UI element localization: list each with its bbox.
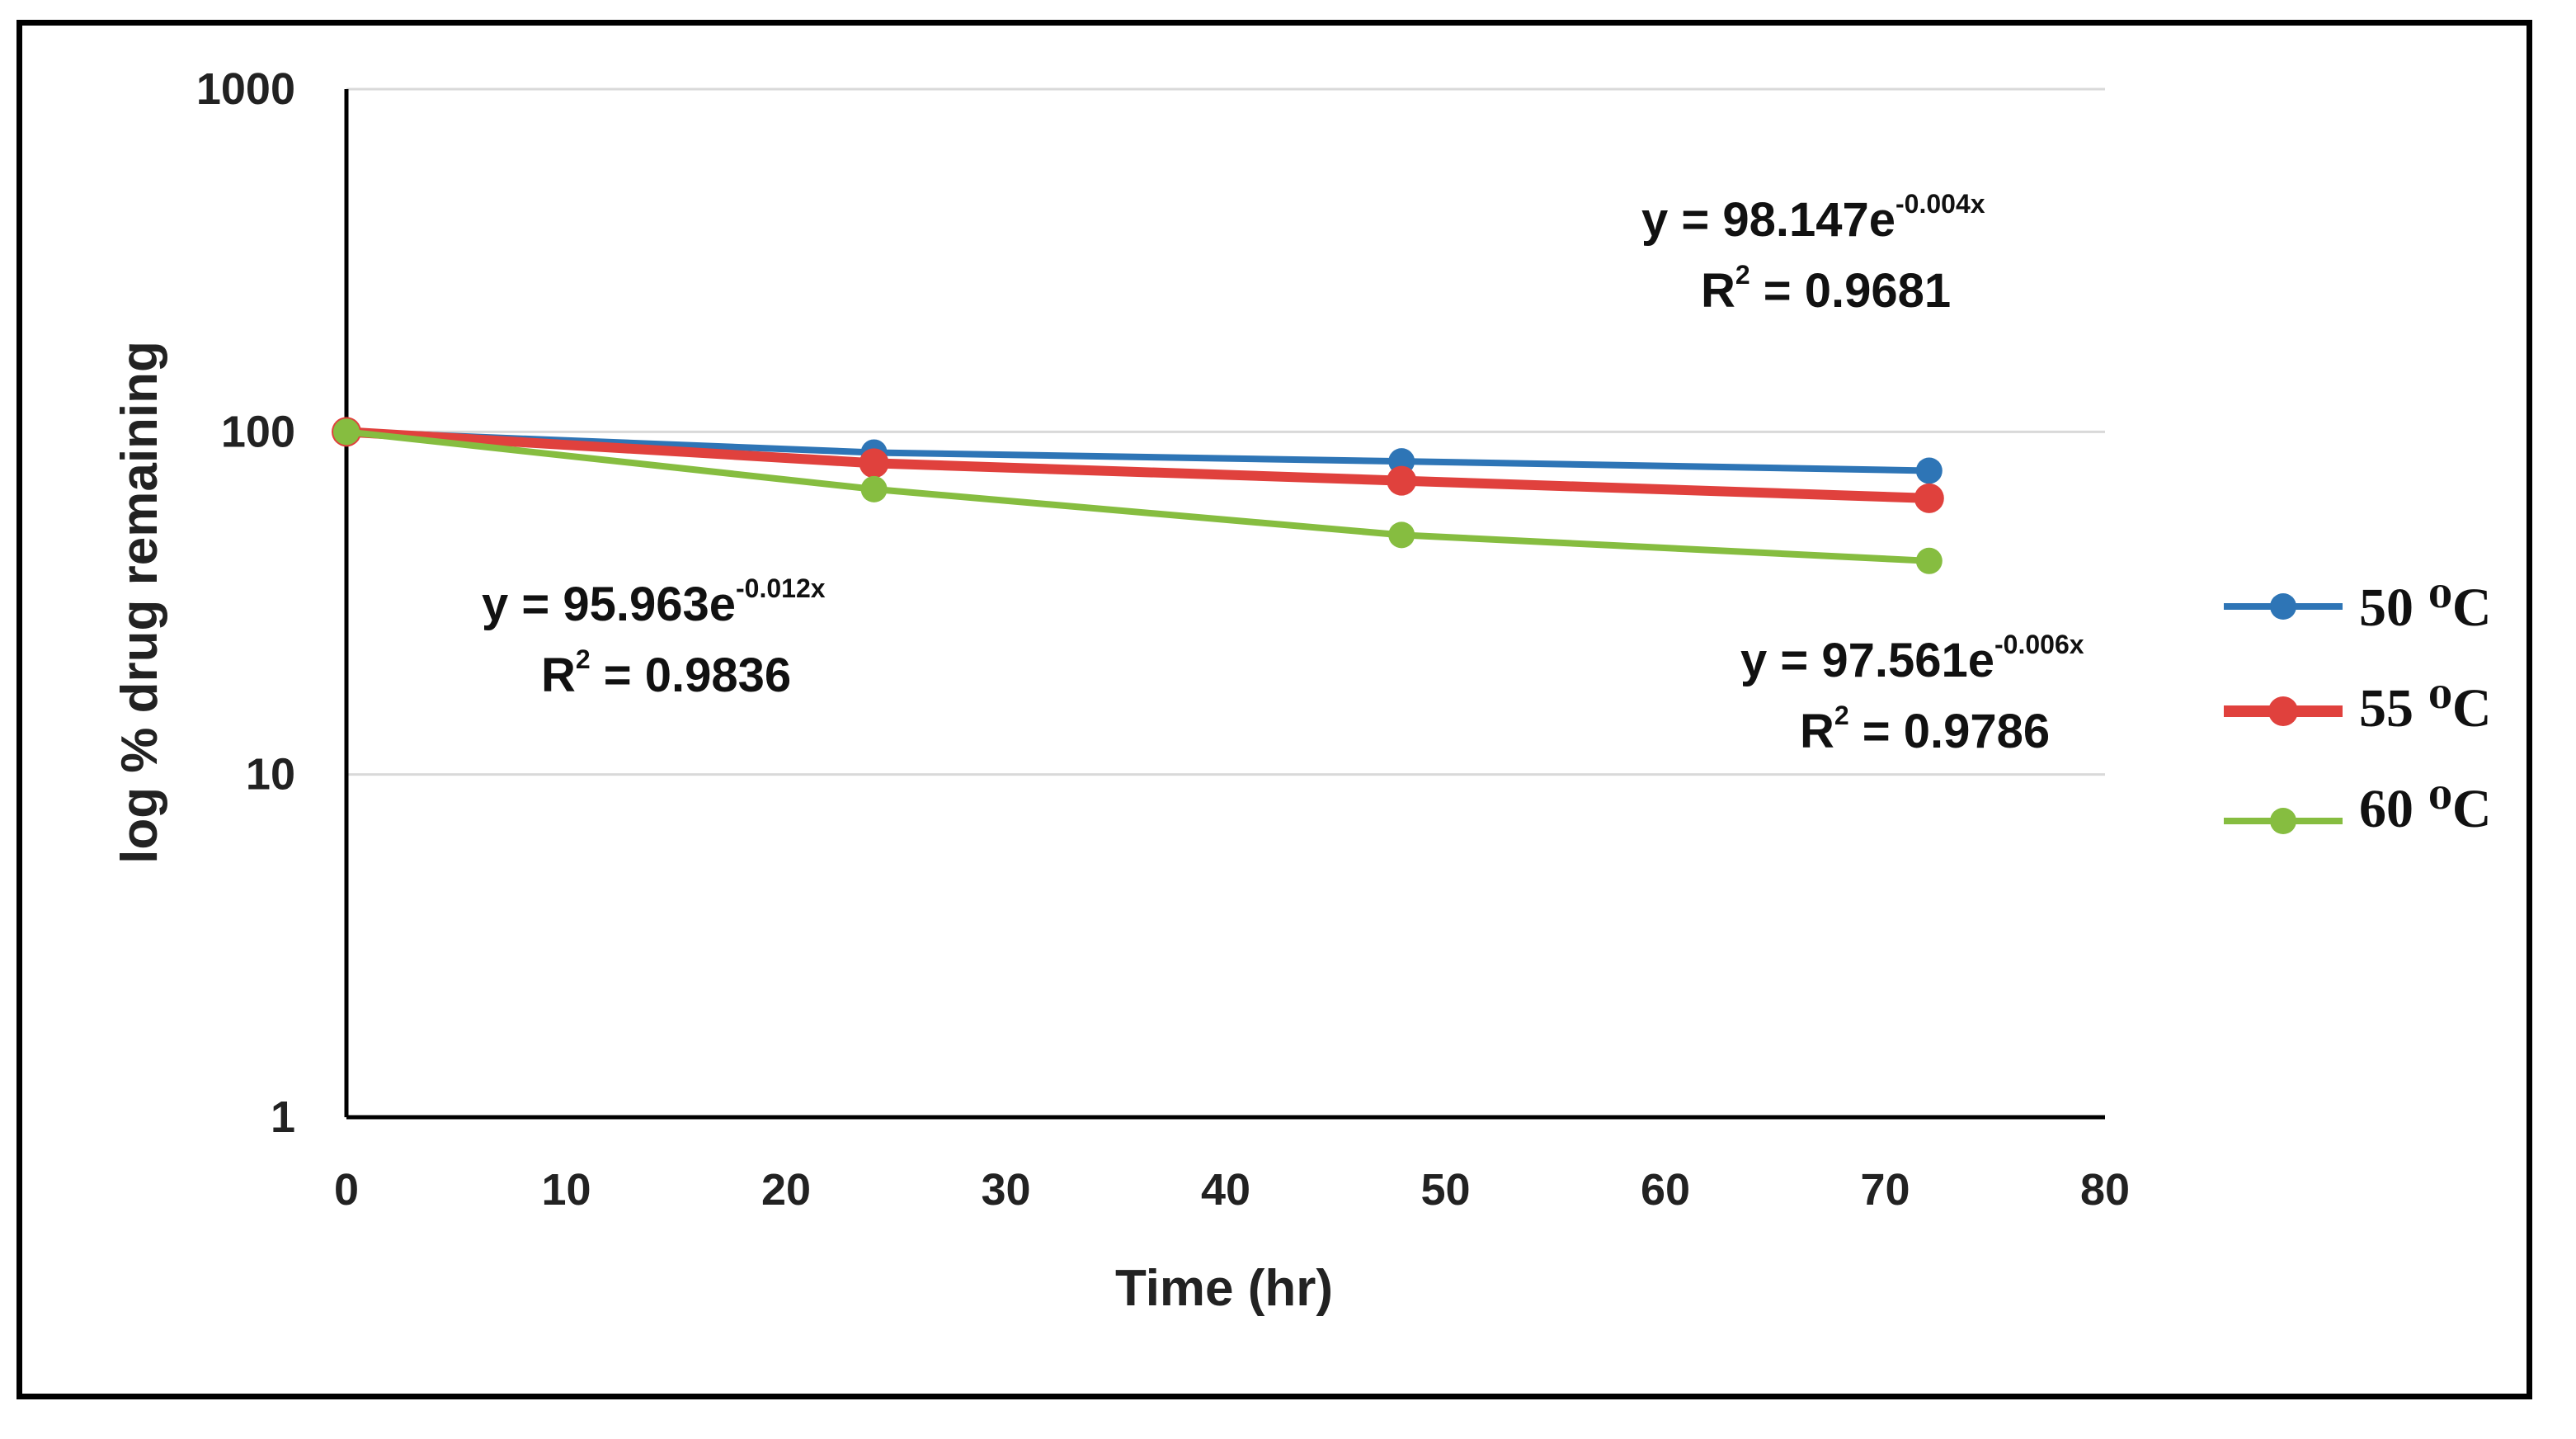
data-point-60-48	[1388, 521, 1415, 549]
data-point-60-0	[333, 418, 360, 446]
x-axis-title: Time (hr)	[1115, 1260, 1333, 1317]
legend-label-50: 50 ⁰C	[2359, 578, 2492, 638]
data-point-50-72	[1915, 457, 1943, 484]
x-tick-labels: 0 10 20 30 40 50 60 70 80	[334, 1165, 2130, 1215]
x-tick-label-80: 80	[2080, 1165, 2130, 1215]
axes	[344, 89, 2105, 1120]
x-tick-label-50: 50	[1420, 1165, 1470, 1215]
data-point-55-48	[1387, 465, 1417, 496]
legend-item-60: 60 ⁰C	[2224, 779, 2492, 839]
x-tick-label-0: 0	[334, 1165, 359, 1215]
y-tick-labels: 1 10 100 1000	[196, 64, 295, 1142]
annotation-50-equation: y = 98.147e-0.004x	[1641, 189, 1985, 247]
data-point-55-24	[859, 448, 889, 479]
series	[332, 417, 1944, 574]
x-tick-label-10: 10	[541, 1165, 591, 1215]
legend-item-55: 55 ⁰C	[2224, 678, 2492, 738]
legend-label-60: 60 ⁰C	[2359, 779, 2492, 839]
data-point-60-72	[1915, 547, 1943, 574]
legend-label-55: 55 ⁰C	[2359, 678, 2492, 738]
data-point-60-24	[860, 475, 888, 502]
annotation-55: y = 97.561e-0.006x R2 = 0.9786	[1740, 630, 2084, 758]
x-tick-label-30: 30	[981, 1165, 1030, 1215]
legend-item-50: 50 ⁰C	[2224, 578, 2492, 638]
legend-marker-50	[2270, 593, 2296, 620]
y-tick-label-1: 1	[271, 1092, 295, 1142]
annotation-60-r2: R2 = 0.9836	[541, 644, 791, 702]
annotation-55-equation: y = 97.561e-0.006x	[1740, 630, 2084, 687]
grid-lines	[346, 87, 2105, 776]
chart-frame	[16, 20, 2532, 1399]
annotation-50: y = 98.147e-0.004x R2 = 0.9681	[1641, 189, 1985, 318]
series-60	[333, 418, 1943, 574]
annotation-50-r2: R2 = 0.9681	[1701, 260, 1951, 318]
y-tick-label-100: 100	[221, 407, 295, 456]
annotation-55-r2: R2 = 0.9786	[1800, 701, 2050, 758]
series-line-50	[343, 428, 1933, 474]
legend: 50 ⁰C 55 ⁰C 60 ⁰C	[2224, 578, 2492, 839]
series-line-60	[343, 428, 1933, 564]
y-tick-label-10: 10	[246, 750, 295, 800]
x-tick-label-20: 20	[761, 1165, 811, 1215]
legend-marker-60	[2270, 808, 2296, 834]
series-line-55	[341, 427, 1934, 503]
annotation-60-equation: y = 95.963e-0.012x	[482, 573, 826, 631]
annotation-60: y = 95.963e-0.012x R2 = 0.9836	[482, 573, 826, 702]
x-tick-label-70: 70	[1860, 1165, 1910, 1215]
data-point-55-72	[1914, 483, 1944, 513]
y-axis-title: log % drug remaining	[111, 341, 168, 864]
legend-marker-55	[2268, 696, 2298, 726]
x-tick-label-40: 40	[1201, 1165, 1250, 1215]
y-tick-label-1000: 1000	[196, 64, 295, 114]
x-tick-label-60: 60	[1641, 1165, 1690, 1215]
